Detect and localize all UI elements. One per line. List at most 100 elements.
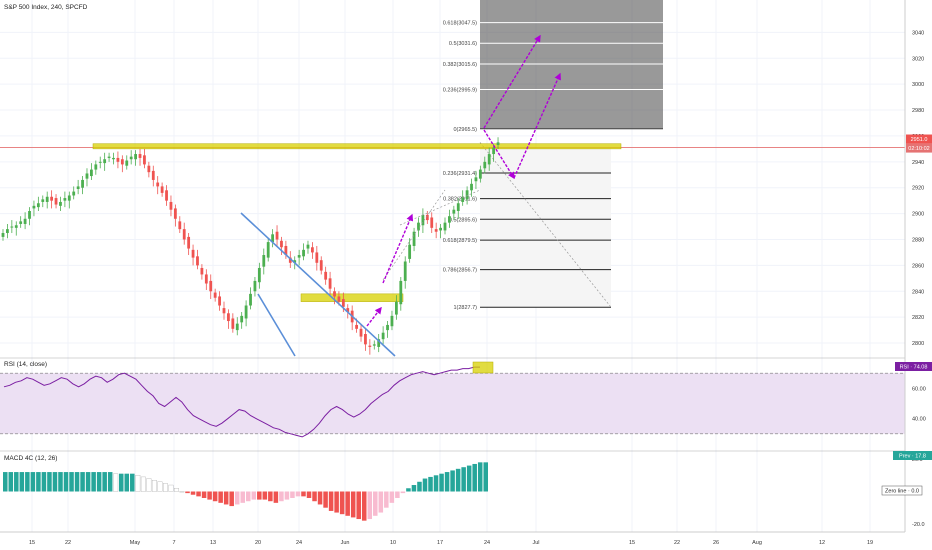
macd-bar [251, 491, 257, 500]
macd-bar [461, 467, 466, 492]
candle-body [496, 142, 500, 145]
candle-body [253, 280, 257, 292]
macd-bar [317, 491, 323, 505]
rsi-pane[interactable] [0, 357, 905, 438]
macd-bar [339, 491, 345, 515]
macd-bar [328, 491, 334, 511]
macd-bar [400, 491, 406, 494]
fib-down-label: 1(2827.7) [453, 305, 477, 311]
macd-bar [268, 491, 273, 502]
candle-body [302, 249, 305, 257]
time-tick-label: 15 [29, 540, 35, 546]
macd-pane[interactable] [0, 450, 905, 521]
candle-body [262, 255, 266, 267]
price-pane[interactable] [0, 0, 905, 356]
price-tick-label: 2880 [912, 237, 924, 243]
time-tick-label: Jul [532, 540, 539, 546]
candle-body [492, 147, 496, 155]
macd-bar [295, 491, 301, 497]
candle-body [36, 203, 40, 208]
macd-bar [345, 491, 350, 516]
candle-body [465, 190, 469, 200]
macd-bar [47, 472, 52, 492]
candle-body [381, 332, 385, 340]
fib-down-label: 0.5(2895.6) [449, 217, 477, 223]
price-tick-label: 3040 [912, 30, 924, 36]
projection-arrow [366, 306, 382, 327]
macd-bar [472, 463, 477, 492]
macd-bar [196, 491, 201, 497]
candle-body [280, 240, 283, 248]
time-tick-label: 20 [255, 540, 261, 546]
gridlines [0, 0, 905, 532]
macd-bar [69, 472, 74, 492]
macd-bar [124, 473, 130, 492]
macd-bar [58, 472, 63, 492]
rsi-label[interactable]: RSI (14, close) [4, 361, 47, 368]
candle-body [120, 159, 124, 165]
candle-body [6, 229, 9, 234]
macd-bar [8, 472, 14, 492]
candles [1, 137, 500, 355]
rsi-tick-label: 40.00 [912, 417, 926, 423]
fib-down-box [480, 147, 611, 308]
candle-body [76, 186, 80, 190]
macd-bar [207, 491, 212, 500]
symbol-title[interactable]: S&P 500 Index, 240, SPCFD [4, 4, 88, 11]
macd-bar [312, 491, 317, 502]
candle-body [297, 255, 301, 258]
candle-body [487, 154, 491, 165]
candle-body [364, 333, 367, 345]
macd-bar [118, 473, 124, 492]
drawings [240, 34, 561, 357]
candle-body [311, 247, 314, 253]
time-tick-label: Aug [752, 540, 762, 546]
time-tick-label: 24 [296, 540, 302, 546]
macd-bar [406, 488, 411, 492]
time-axis[interactable]: 15 22 May 7 13 20 24 Jun 10 17 24 Jul 15 22 26 Aug 12 19 [0, 531, 905, 546]
macd-bar [102, 472, 107, 492]
candle-body [28, 211, 31, 219]
macd-bar [395, 491, 400, 498]
candle-body [315, 252, 319, 263]
rsi-badge: RSI · 74.08 [900, 365, 928, 371]
time-tick-label: 12 [819, 540, 825, 546]
time-tick-label: 15 [629, 540, 635, 546]
rsi-tick-label: 60.00 [912, 386, 926, 392]
fib-up-label: 0.618(3047.5) [443, 21, 477, 27]
price-tick-label: 2900 [912, 212, 924, 218]
price-tick-label: 2820 [912, 315, 924, 321]
candle-body [319, 260, 323, 271]
price-axis[interactable]: 2800282028402860288029002920294029602980… [904, 0, 926, 532]
macd-label[interactable]: MACD 4C (12, 26) [4, 455, 58, 462]
macd-bar [246, 491, 251, 502]
candle-body [41, 199, 45, 202]
candle-body [112, 157, 115, 160]
rsi-zone [472, 361, 494, 374]
price-tick-label: 2920 [912, 186, 924, 192]
candle-body [386, 324, 389, 331]
candle-body [372, 344, 376, 346]
candle-body [85, 173, 89, 179]
time-tick-label: 26 [713, 540, 719, 546]
candle-body [390, 315, 394, 327]
macd-bar [179, 491, 185, 493]
candle-body [54, 198, 58, 205]
candle-body [275, 231, 279, 240]
price-tick-label: 3020 [912, 56, 924, 62]
time-tick-label: 17 [437, 540, 443, 546]
rsi-badge-bg [895, 362, 932, 371]
candle-body [324, 271, 328, 280]
price-tick-label: 2860 [912, 263, 924, 269]
macd-bar [19, 472, 25, 492]
macd-bar [41, 472, 47, 492]
candle-body [178, 221, 182, 230]
fib-down-label: 0.618(2879.5) [443, 238, 477, 244]
candle-body [173, 208, 177, 219]
candle-body [125, 160, 129, 166]
rsi-band [0, 373, 905, 434]
candle-body [284, 245, 288, 256]
candle-body [59, 201, 62, 206]
candle-body [403, 261, 407, 281]
